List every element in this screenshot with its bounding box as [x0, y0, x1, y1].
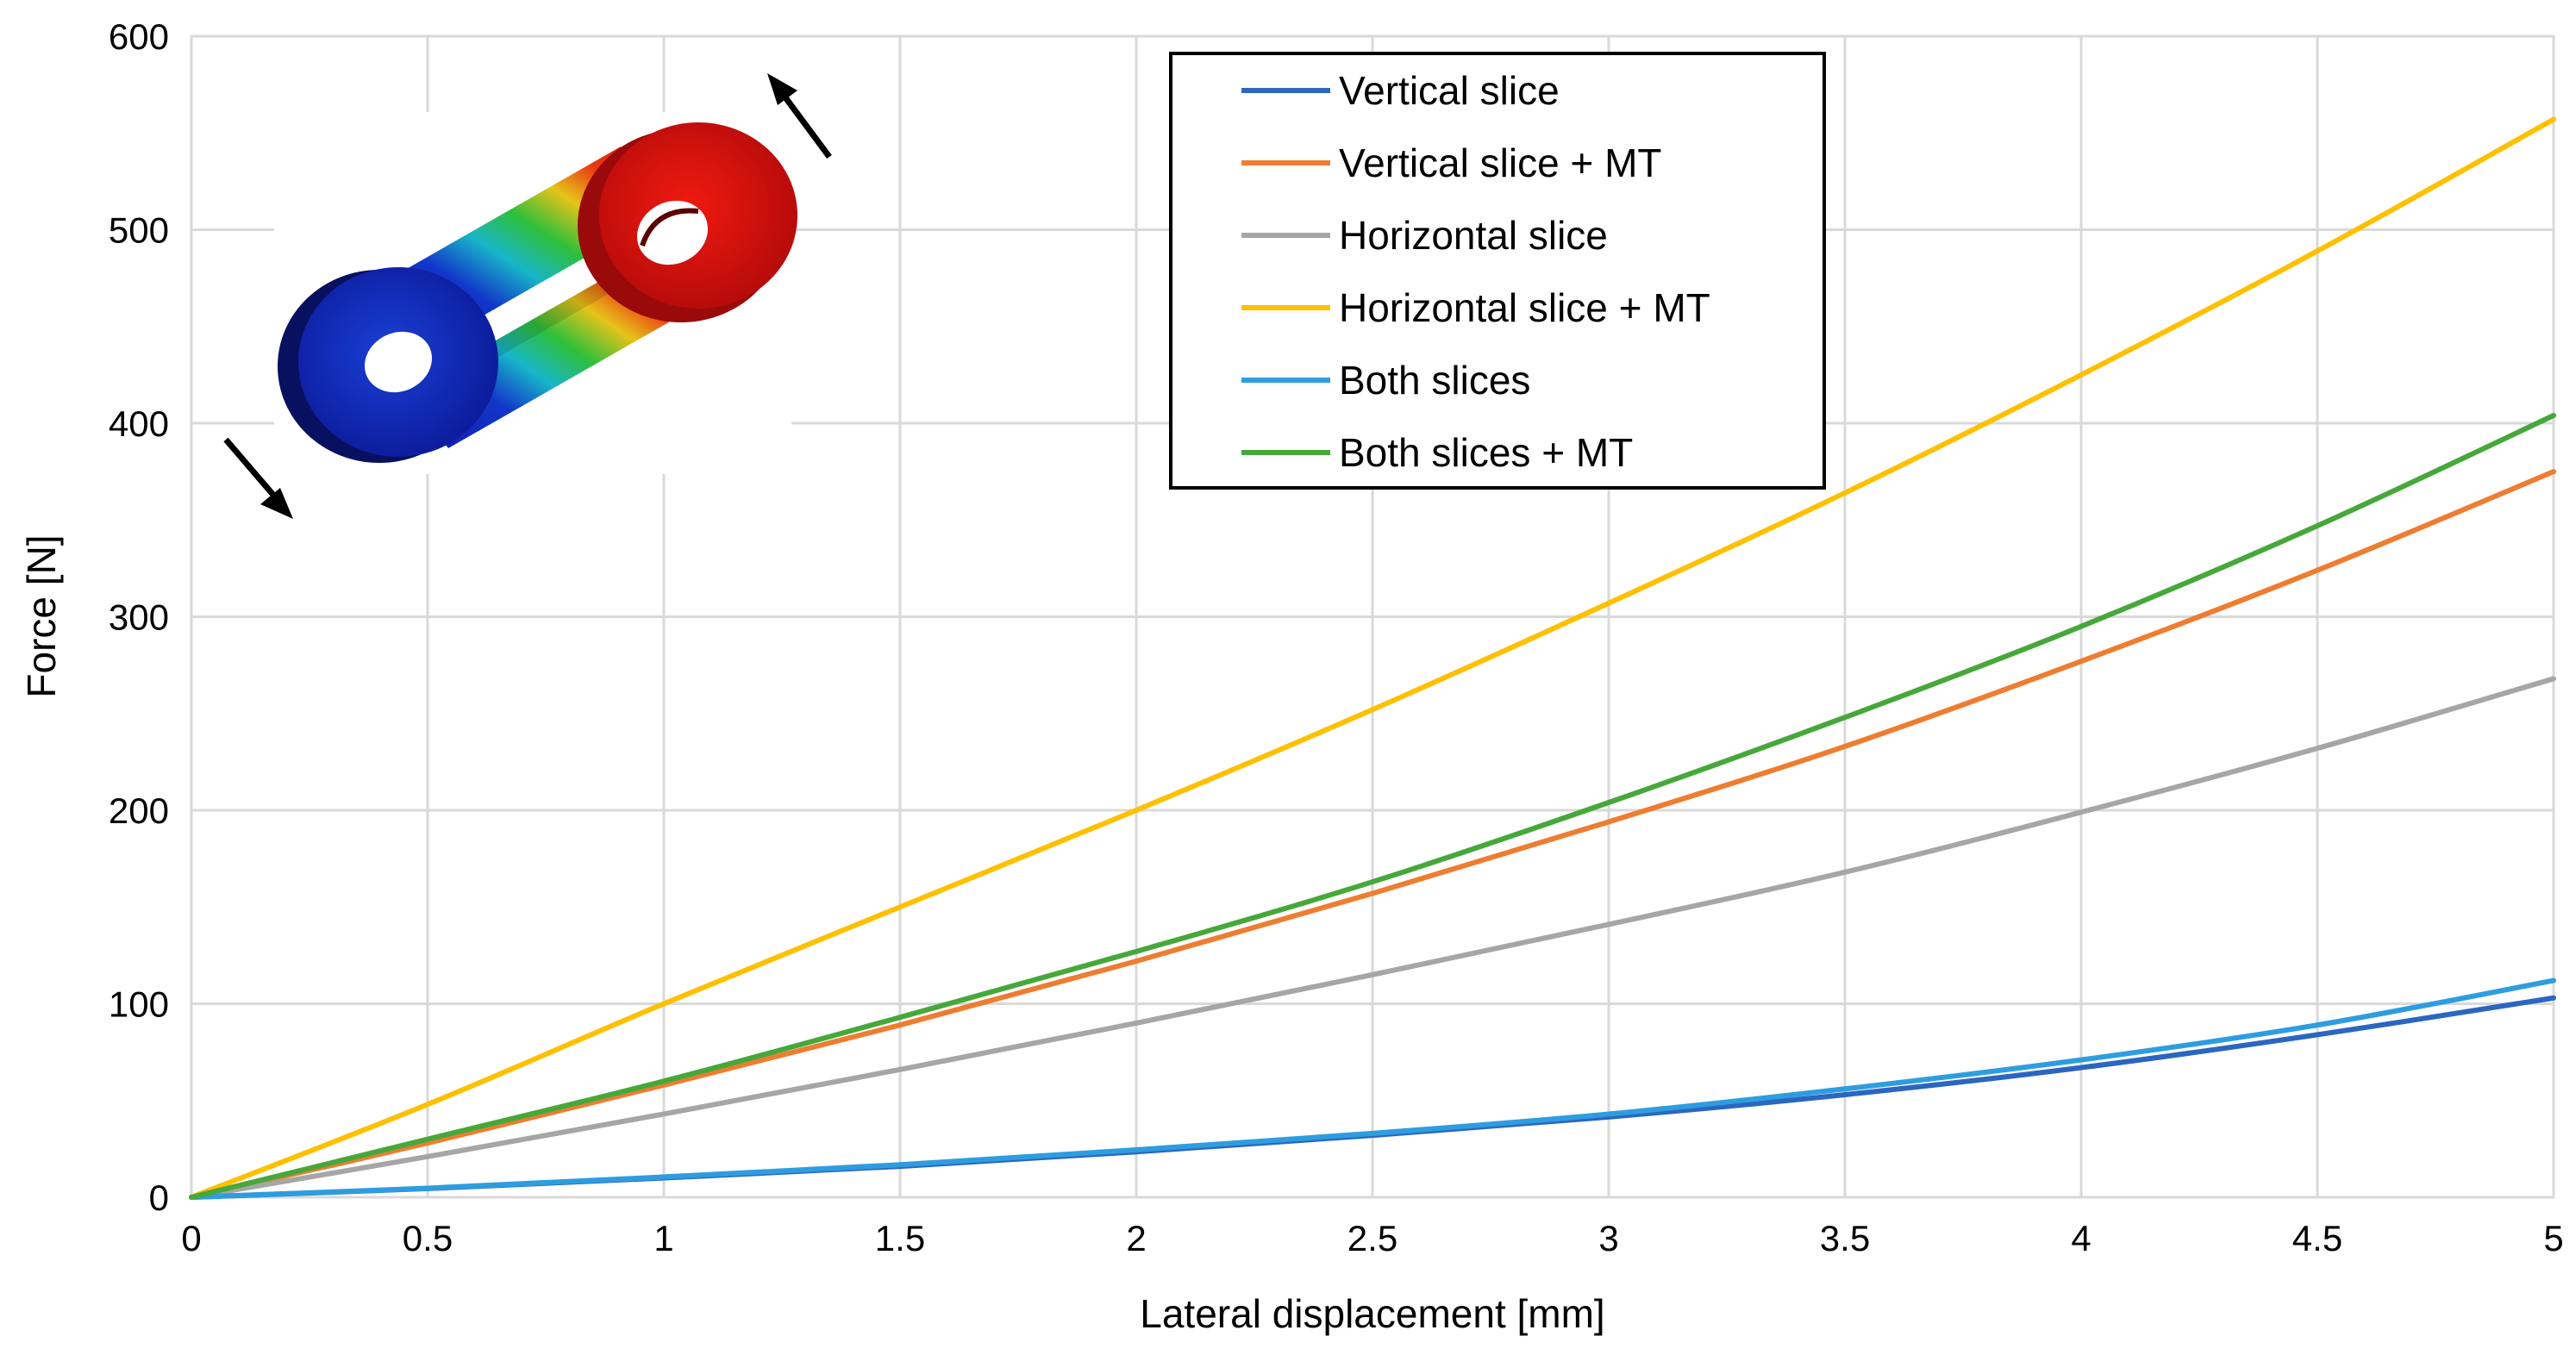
red-ring-icon	[578, 122, 797, 322]
y-tick-label: 300	[109, 597, 169, 638]
legend-label-horizontal-slice: Horizontal slice	[1339, 213, 1608, 258]
x-tick-label: 0	[181, 1218, 201, 1258]
legend-label-both-slices: Both slices	[1339, 358, 1530, 403]
y-tick-label: 500	[109, 210, 169, 251]
arrow-up-left-icon	[767, 73, 832, 159]
y-axis-ticks: 0 100 200 300 400 500 600	[109, 16, 169, 1218]
x-tick-label: 3	[1598, 1218, 1618, 1258]
x-tick-label: 3.5	[1820, 1218, 1870, 1258]
rotated-link-deformation-icon	[223, 73, 832, 519]
series-line-both-slices	[189, 977, 2556, 1200]
y-tick-label: 200	[109, 790, 169, 831]
arrow-down-right-icon	[223, 437, 293, 519]
y-tick-label: 100	[109, 984, 169, 1025]
legend-box	[1169, 52, 1826, 490]
legend-label-vertical-slice-mt: Vertical slice + MT	[1339, 140, 1662, 185]
x-tick-label: 1	[653, 1218, 673, 1258]
x-tick-label: 0.5	[403, 1218, 453, 1258]
legend-label-horizontal-slice-mt: Horizontal slice + MT	[1339, 285, 1710, 330]
x-tick-label: 4.5	[2292, 1218, 2342, 1258]
blue-ring-icon	[278, 267, 498, 463]
x-axis-ticks: 0 0.5 1 1.5 2 2.5 3 3.5 4 4.5 5	[181, 1218, 2563, 1258]
series-line-both-slices-mt	[189, 413, 2556, 1200]
series-line-vertical-slice-mt	[189, 469, 2556, 1200]
legend-label-vertical-slice: Vertical slice	[1339, 68, 1560, 113]
y-axis-title: Force [N]	[19, 534, 64, 697]
x-tick-label: 1.5	[875, 1218, 925, 1258]
y-tick-label: 400	[109, 403, 169, 444]
legend-label-both-slices-mt: Both slices + MT	[1339, 430, 1633, 475]
series-line-horizontal-slice	[189, 676, 2556, 1200]
y-tick-label: 0	[149, 1177, 169, 1218]
x-tick-label: 2	[1126, 1218, 1146, 1258]
legend: Vertical slice Vertical slice + MT Horizon…	[1169, 52, 1826, 490]
x-tick-label: 2.5	[1347, 1218, 1397, 1258]
y-tick-label: 600	[109, 16, 169, 57]
series-line-horizontal-slice-mt	[189, 116, 2556, 1200]
x-tick-label: 4	[2071, 1218, 2091, 1258]
x-tick-label: 5	[2543, 1218, 2563, 1258]
plot-area-border	[190, 34, 2555, 1199]
series-lines	[189, 116, 2556, 1200]
x-axis-title: Lateral displacement [mm]	[1140, 1291, 1604, 1336]
